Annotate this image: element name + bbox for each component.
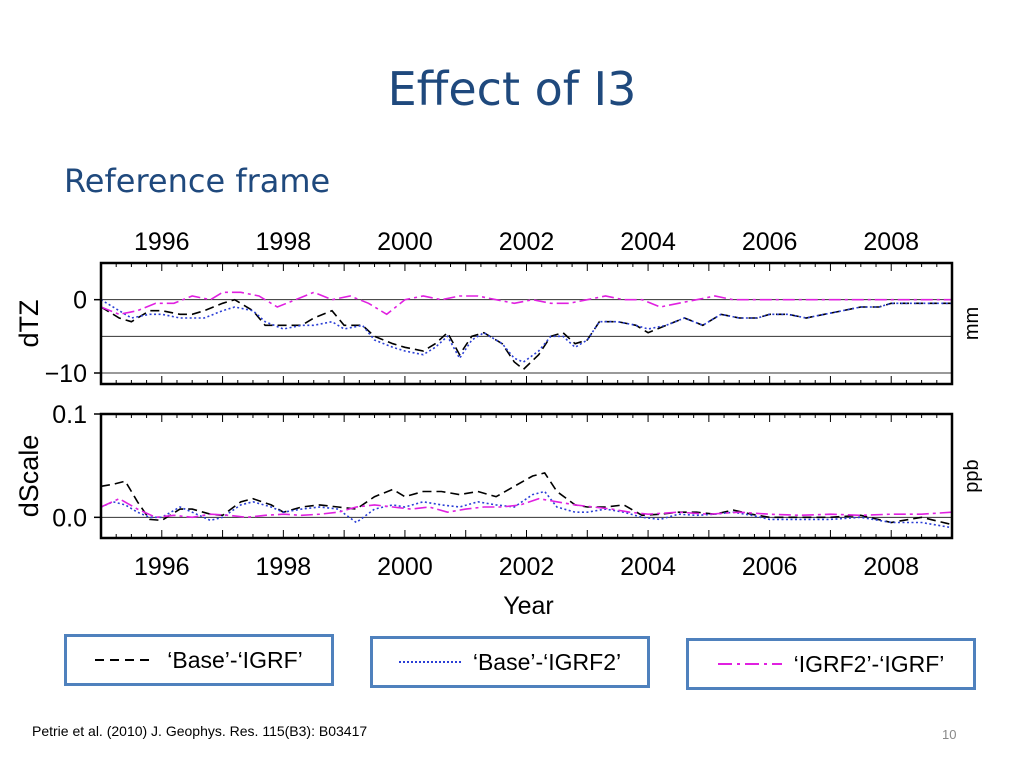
x-tick-label: 2002: [499, 228, 555, 256]
legend-label: ‘Base’-‘IGRF’: [167, 646, 303, 673]
x-tick-label: 2000: [377, 553, 433, 581]
legend-item-base-igrf: ‘Base’-‘IGRF’: [64, 634, 334, 686]
series-line-dotted: [101, 299, 952, 363]
chart-panel-dscale: 0.0 0.1 1996 1998 2000 2002 2004 2006 2008 dScale…: [14, 401, 983, 620]
citation: Petrie et al. (2010) J. Geophys. Res. 11…: [32, 723, 368, 739]
series-line-dashed: [101, 298, 952, 371]
x-tick-label: 1996: [134, 228, 190, 256]
x-tick-label: 2000: [377, 228, 433, 256]
x-tick-label: 1996: [134, 553, 190, 581]
legend-label: ‘Base’-‘IGRF2’: [472, 648, 622, 675]
legend-item-base-igrf2: ‘Base’-‘IGRF2’: [370, 636, 650, 688]
dashed-line-swatch: [95, 659, 156, 661]
unit-label: ppb: [961, 459, 983, 492]
x-tick-label: 1998: [256, 553, 312, 581]
y-axis-label: dScale: [14, 435, 44, 518]
x-tick-label: 2004: [620, 553, 676, 581]
series-line-dotted: [101, 490, 952, 529]
y-axis-label: dTZ: [14, 299, 44, 347]
x-tick-label: 2008: [863, 228, 919, 256]
y-tick-label: 0.1: [52, 401, 87, 429]
unit-label: mm: [961, 307, 983, 340]
page-number: 10: [942, 727, 957, 742]
x-tick-label: 2004: [620, 228, 676, 256]
series-line-dashdot: [101, 291, 952, 316]
x-tick-label: 1998: [256, 228, 312, 256]
x-tick-label: 2002: [499, 553, 555, 581]
x-tick-label: 2008: [863, 553, 919, 581]
plot-frame: [99, 412, 954, 540]
legend-item-igrf2-igrf: ‘IGRF2’-‘IGRF’: [686, 638, 976, 690]
x-tick-label: 2006: [742, 228, 798, 256]
slide-title: Effect of I3: [387, 62, 637, 116]
chart-panel-dtz: 0 −10 1996 1998 2000 2002 2004 2006 2008 dTZ mm: [14, 228, 983, 388]
x-axis-label: Year: [503, 592, 554, 620]
series-line-dashed: [101, 471, 952, 526]
legend-label: ‘IGRF2’-‘IGRF’: [793, 650, 945, 677]
dotted-line-swatch: [398, 661, 461, 663]
y-tick-label: −10: [45, 360, 87, 388]
x-tick-label: 2006: [742, 553, 798, 581]
slide-subtitle: Reference frame: [64, 162, 331, 200]
y-tick-label: 0.0: [52, 504, 87, 532]
series-line-dashdot: [101, 497, 952, 519]
y-tick-label: 0: [73, 287, 87, 315]
dashdot-line-swatch: [717, 663, 782, 665]
